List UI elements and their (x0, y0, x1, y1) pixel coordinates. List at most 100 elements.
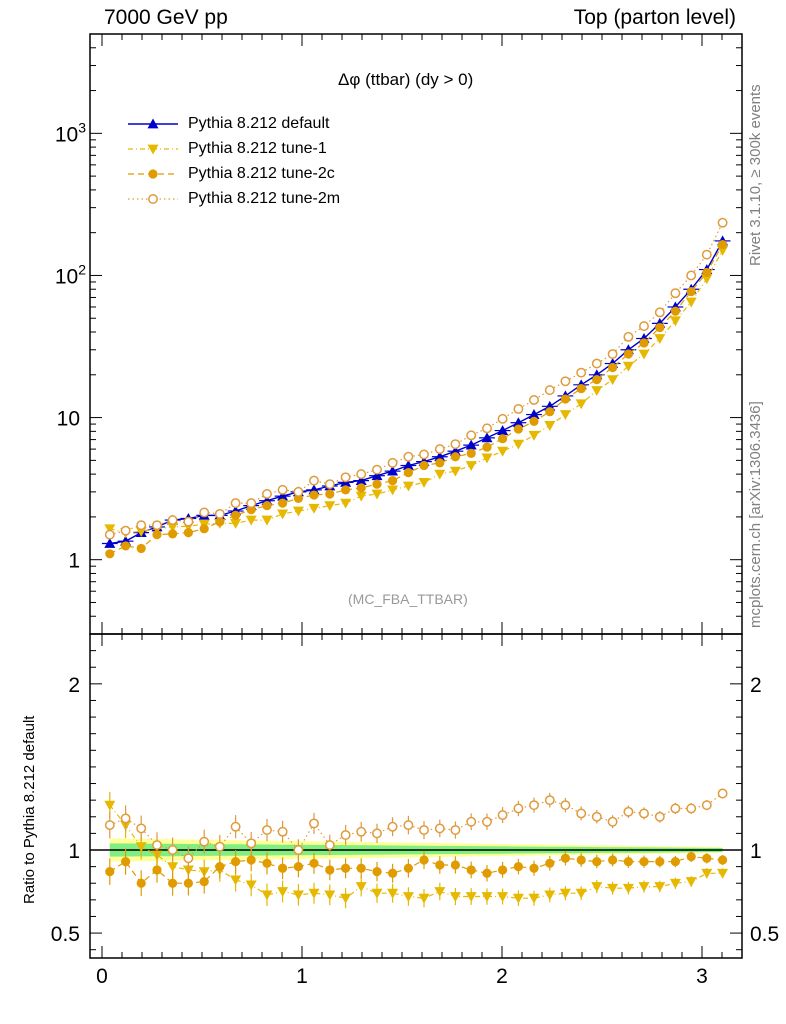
legend-label-default: Pythia 8.212 default (188, 115, 330, 132)
data-point-tune2c (592, 375, 602, 385)
ratio-point-tune2c (231, 857, 241, 867)
ratio-point-tune1 (167, 862, 179, 873)
data-point-tune2c (608, 362, 618, 373)
ratio-point-tune2c (482, 868, 492, 878)
data-point-tune2m (560, 376, 571, 387)
data-point-tune1 (135, 527, 147, 537)
data-point-tune2c (278, 498, 288, 508)
data-point-tune2m (529, 395, 539, 405)
series-line-tune2c (109, 244, 724, 555)
ratio-y-axis-label: Ratio to Pythia 8.212 default (21, 715, 38, 904)
ratio-point-tune1 (340, 893, 352, 904)
ratio-point-tune2c (293, 862, 303, 872)
data-point-tune2m (686, 270, 697, 281)
ratio-point-tune2c (372, 867, 382, 877)
ratio-point-tune2m (183, 853, 194, 864)
ratio-point-tune2c (246, 855, 256, 865)
ratio-point-tune1 (104, 800, 116, 811)
ratio-point-tune2m (529, 800, 539, 811)
ratio-plot-frame (89, 633, 743, 959)
data-point-tune2c (419, 460, 429, 471)
ratio-point-tune1 (434, 887, 446, 898)
data-point-tune2m (199, 507, 210, 518)
data-point-tune1 (481, 453, 493, 464)
ratio-uncertainty-band (90, 838, 742, 862)
data-point-tune2m (403, 451, 414, 462)
ratio-point-tune2c (702, 853, 712, 863)
plot-title: Δφ (ttbar) (dy > 0) (338, 70, 474, 89)
data-point-tune2m (450, 439, 461, 450)
data-point-tune1 (167, 522, 179, 533)
legend-label-tune2c: Pythia 8.212 tune-2c (188, 165, 335, 182)
ratio-point-tune2c (639, 857, 649, 867)
data-point-tune2c (623, 349, 634, 359)
data-point-tune2m (419, 449, 429, 460)
ratio-point-tune2c (388, 868, 398, 878)
ratio-point-tune1 (575, 888, 587, 899)
ratio-point-tune1 (591, 882, 603, 893)
ratio-point-tune2c (592, 857, 602, 867)
ratio-point-tune2m (591, 811, 602, 822)
ratio-point-tune1 (324, 890, 336, 901)
data-point-tune2m (576, 367, 587, 378)
ratio-point-tune2m (246, 838, 257, 849)
data-point-tune2m (246, 498, 257, 509)
data-point-tune2c (356, 483, 366, 493)
ratio-point-tune1 (669, 878, 681, 889)
ratio-point-tune1 (717, 868, 729, 879)
ratio-point-tune2m (701, 800, 712, 811)
y-tick-label-ratio: 2 (68, 674, 80, 697)
ratio-point-tune2m (482, 816, 492, 827)
data-point-tune2m (434, 444, 445, 455)
data-point-default (512, 417, 524, 428)
data-point-tune2c (718, 239, 728, 250)
data-point-tune2c (372, 479, 382, 489)
data-point-tune2m (183, 516, 194, 527)
main-plot-series (101, 217, 731, 559)
ratio-point-tune1 (701, 868, 713, 879)
data-point-tune1 (544, 421, 556, 431)
ratio-point-tune2m (309, 818, 319, 829)
ratio-point-tune1 (245, 880, 257, 891)
ratio-point-tune2m (120, 813, 131, 824)
plot-frames (89, 33, 743, 959)
data-point-tune1 (230, 519, 242, 529)
data-point-default (104, 537, 116, 548)
data-point-tune2m (167, 515, 178, 526)
ratio-point-tune2c (670, 857, 681, 867)
legend-marker-tune2m (148, 194, 158, 204)
data-point-tune1 (355, 491, 367, 502)
data-point-tune2m (277, 484, 288, 495)
ratio-line-tune2c (109, 855, 723, 885)
ratio-point-tune2c (435, 860, 445, 870)
data-point-tune2c (466, 448, 476, 458)
ratio-point-tune1 (638, 882, 650, 893)
ratio-point-tune1 (654, 882, 666, 893)
ratio-point-tune2m (199, 836, 210, 847)
ratio-point-tune2m (513, 803, 524, 814)
ratio-point-tune2c (278, 863, 288, 873)
data-point-tune2c (513, 424, 524, 434)
ratio-point-tune2c (608, 855, 618, 865)
data-point-tune2c (702, 267, 712, 278)
data-point-tune1 (261, 515, 273, 526)
data-point-tune1 (701, 274, 713, 285)
ratio-point-tune2m (419, 825, 429, 836)
data-point-tune2m (607, 349, 618, 359)
ratio-point-tune1 (402, 892, 414, 903)
ratio-point-tune2c (686, 852, 696, 862)
ratio-point-tune2c (576, 855, 586, 865)
data-point-tune2c (686, 286, 696, 297)
ratio-point-tune2m (466, 816, 477, 827)
data-point-tune1 (497, 446, 509, 457)
y-tick-label-top: 103 (55, 119, 86, 146)
data-point-tune2c (183, 528, 193, 538)
ratio-point-tune2c (105, 867, 115, 877)
data-point-tune2c (199, 524, 209, 534)
ratio-point-tune1 (355, 882, 367, 893)
data-point-default (528, 409, 540, 419)
data-point-default (434, 451, 446, 462)
data-point-default (371, 470, 383, 481)
x-tick-label: 1 (296, 965, 308, 988)
ratio-point-tune1 (277, 887, 289, 898)
